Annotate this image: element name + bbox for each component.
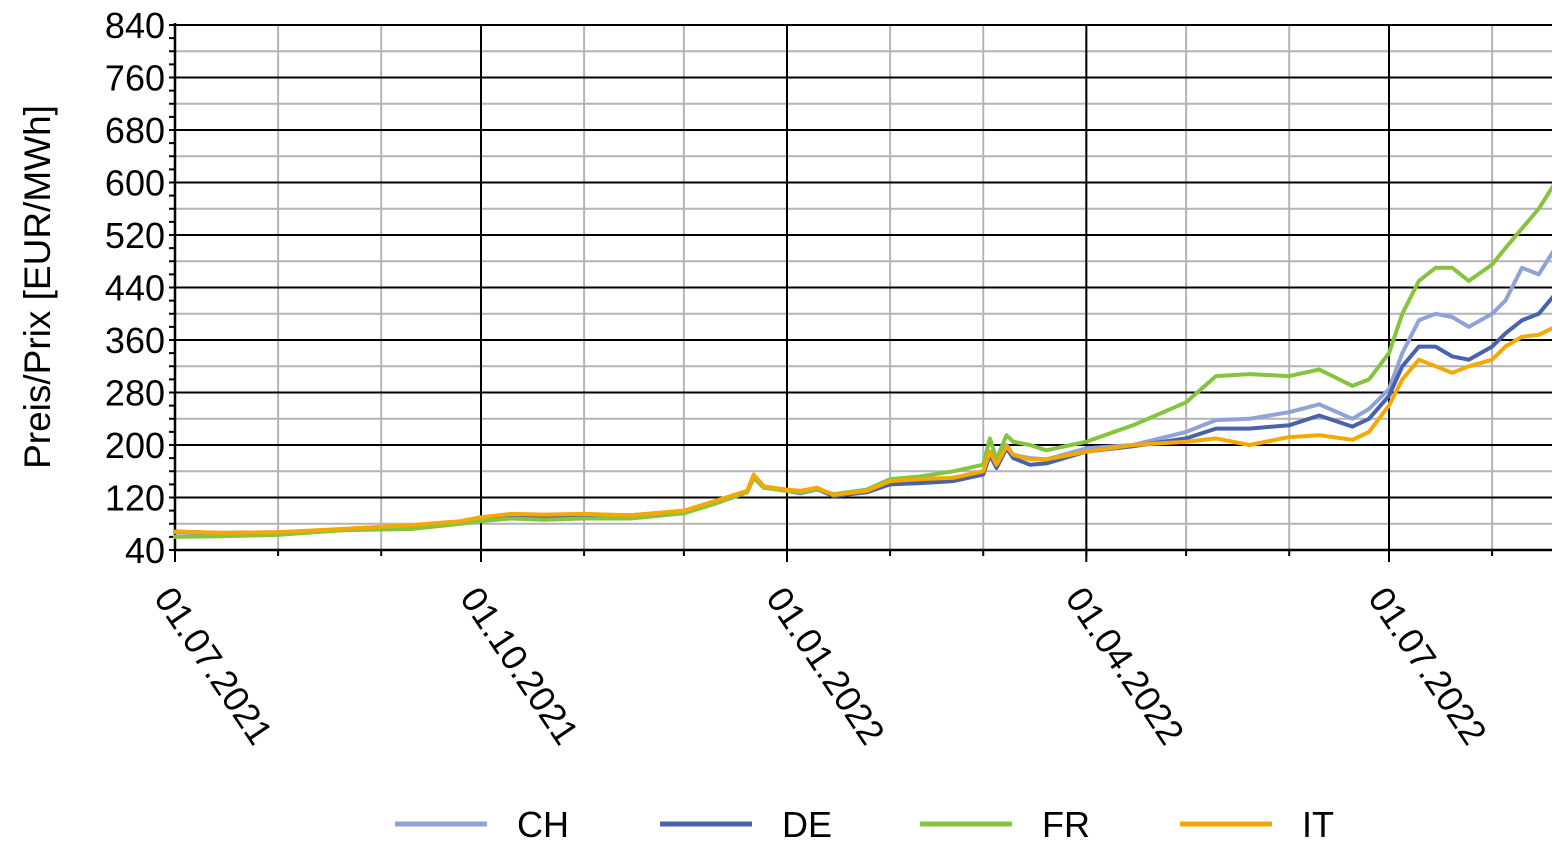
x-tick-label: 01.04.2022 [1058, 580, 1193, 752]
y-tick-label: 360 [105, 320, 165, 361]
y-tick-label: 760 [105, 58, 165, 99]
y-tick-labels: 40 120 200 280 360 440 520 600 680 760 840 [105, 5, 165, 571]
y-tick-label: 520 [105, 215, 165, 256]
x-tick-label: 01.07.2021 [146, 580, 281, 752]
legend-label-fr: FR [1042, 804, 1090, 845]
axes [169, 23, 1552, 562]
legend: CH DE FR IT [395, 804, 1334, 845]
y-tick-label: 200 [105, 425, 165, 466]
legend-label-de: DE [782, 804, 832, 845]
x-tick-labels: 01.07.2021 01.10.2021 01.01.2022 01.04.2022… [146, 580, 1495, 752]
legend-label-it: IT [1302, 804, 1334, 845]
y-tick-label: 840 [105, 5, 165, 46]
series-lines [173, 183, 1552, 539]
y-tick-label: 440 [105, 268, 165, 309]
series-line-it [173, 326, 1552, 535]
y-tick-label: 680 [105, 110, 165, 151]
y-axis-label: Preis/Prix [EUR/MWh] [17, 105, 58, 469]
y-tick-label: 120 [105, 478, 165, 519]
y-tick-label: 280 [105, 373, 165, 414]
y-tick-label: 600 [105, 163, 165, 204]
x-tick-label: 01.01.2022 [758, 580, 893, 752]
legend-label-ch: CH [517, 804, 569, 845]
y-tick-label: 40 [125, 530, 165, 571]
x-tick-label: 01.10.2021 [452, 580, 587, 752]
series-line-fr [173, 183, 1552, 539]
x-tick-label: 01.07.2022 [1360, 580, 1495, 752]
